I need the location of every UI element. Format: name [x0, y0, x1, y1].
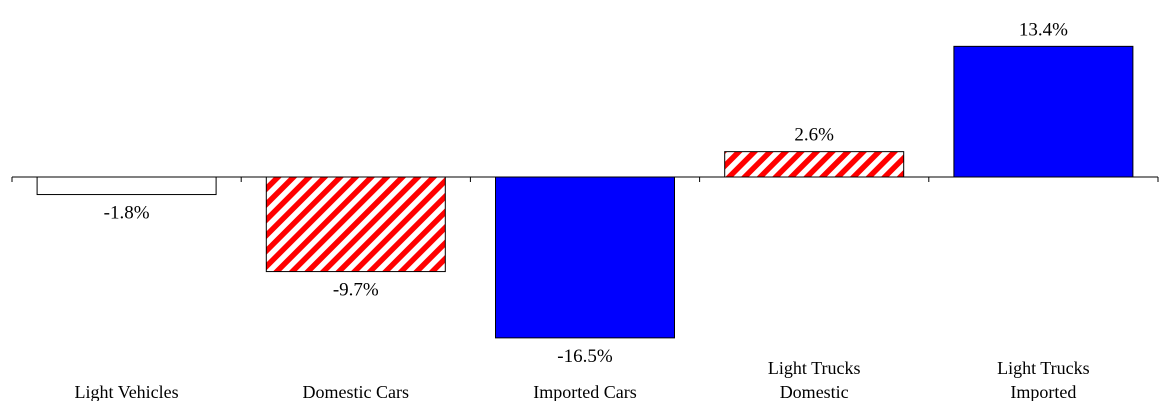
x-tick-label: Light Trucks — [997, 358, 1090, 378]
x-tick-label: Domestic Cars — [303, 382, 409, 401]
data-label: -16.5% — [557, 346, 613, 367]
bar — [265, 176, 446, 273]
x-tick-label: Light Trucks — [768, 358, 861, 378]
data-label: 13.4% — [1019, 19, 1068, 40]
x-tick-label: Imported Cars — [533, 382, 636, 401]
data-label: -1.8% — [104, 203, 150, 224]
x-tick-label: Imported — [1010, 382, 1076, 401]
x-tick-label: Light Vehicles — [75, 382, 179, 401]
data-label: -9.7% — [333, 280, 379, 301]
x-tick-label: Domestic — [780, 382, 849, 401]
bar — [495, 176, 675, 339]
bar — [36, 176, 217, 196]
data-label: 2.6% — [794, 125, 834, 146]
bar — [953, 45, 1134, 178]
bar — [724, 151, 905, 178]
